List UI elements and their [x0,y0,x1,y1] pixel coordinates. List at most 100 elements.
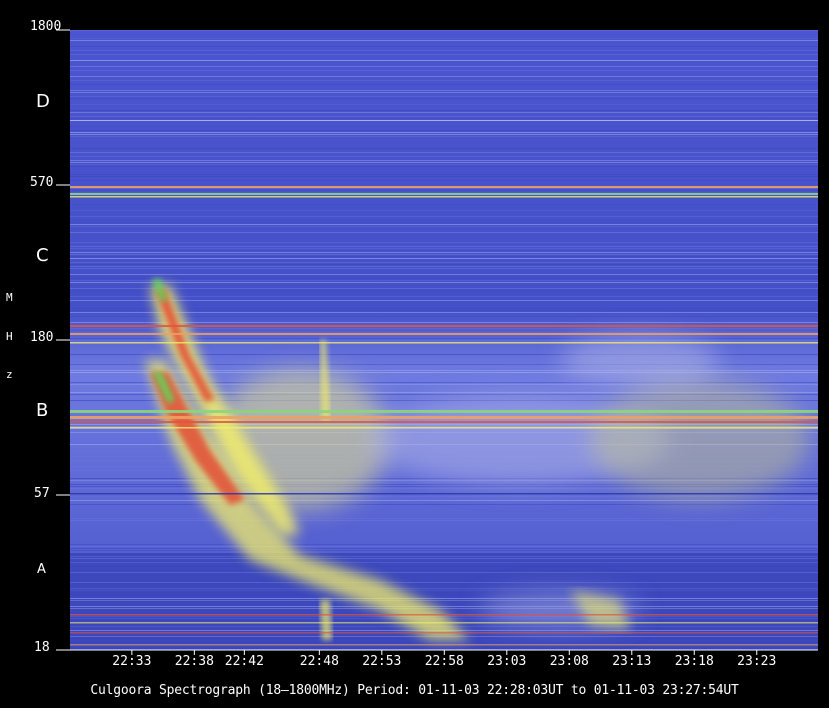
band-label-a: A [37,562,46,577]
stripe [70,292,818,293]
stripe [70,70,818,71]
stripe [70,104,818,105]
stripe [70,232,818,233]
stripe [70,582,818,583]
band-label-c: C [36,245,49,266]
stripe [70,300,818,301]
stripe [70,608,818,609]
stripe [70,554,818,555]
stripe [70,398,818,399]
ylabel-letter-m: M [6,291,13,304]
ytick-label: 1800 [30,19,62,34]
stripe [70,500,818,501]
stripe [70,248,818,249]
stripe [70,486,818,487]
stripe [70,116,818,117]
stripe [70,98,818,99]
stripe [70,546,818,547]
stripe [70,332,818,333]
stripe [70,558,818,559]
stripe [70,210,818,211]
xtick-label: 22:38 [174,654,214,669]
stripe [70,310,818,311]
ylabel-letter-z: z [6,368,13,381]
stripe [70,290,818,291]
stripe [70,496,818,497]
xtick-label: 22:42 [224,654,264,669]
stripe [70,176,818,177]
stripe [70,296,818,297]
stripe [70,152,818,153]
stripe [70,126,818,127]
stripe [70,358,818,359]
stripe [70,562,818,563]
stripe [70,338,818,339]
stripe [70,84,818,85]
stripe [70,566,818,567]
stripe [70,480,818,481]
stripe [70,400,818,401]
stripe [70,368,818,369]
interference-lines [70,120,818,646]
stripe [70,548,818,549]
stripe [70,570,818,571]
stripe [70,40,818,41]
stripe [70,370,818,371]
stripe [70,264,818,265]
stripe [70,66,818,67]
xtick-label: 23:18 [674,654,714,669]
stripe [70,148,818,149]
stripe [70,76,818,77]
xtick-label: 22:33 [112,654,152,669]
stripe [70,328,818,329]
stripe [70,504,818,505]
stripe [70,60,818,61]
ytick-label: 180 [30,330,54,345]
stripe [70,354,818,355]
stripe [70,612,818,613]
stripe [70,188,818,189]
ytick-label: 18 [34,640,50,655]
stripe [70,242,818,243]
stripe [70,544,818,545]
stripe [70,50,818,51]
stripe [70,594,818,595]
stripe [70,136,818,137]
stripe [70,226,818,227]
stripe [70,308,818,309]
burst-fundamental [145,340,630,640]
xtick-label: 23:23 [737,654,777,669]
stripe [70,156,818,157]
stripe [70,160,818,161]
stripe [70,384,818,385]
ytick-label: 570 [30,175,54,190]
stripe [70,80,818,81]
stripe [70,642,818,643]
stripe [70,280,818,281]
stripe [70,518,818,519]
stripe [70,110,818,111]
stripe [70,550,818,551]
stripe [70,252,818,253]
stripe [70,590,818,591]
stripe [70,180,818,181]
stripe [70,258,818,259]
stripe [70,266,818,267]
stripe [70,288,818,289]
stripe [70,392,818,393]
stripe [70,30,818,31]
stripe [70,394,818,395]
stripe [70,190,818,191]
stripe [70,52,818,53]
y-axis [56,29,70,651]
stripe [70,322,818,323]
stripe [70,96,818,97]
stripe [70,556,818,557]
stripe [70,606,818,607]
xtick-label: 23:13 [612,654,652,669]
stripe [70,520,818,521]
stripe [70,268,818,269]
band-label-d: D [36,91,50,112]
stripe [70,112,818,113]
